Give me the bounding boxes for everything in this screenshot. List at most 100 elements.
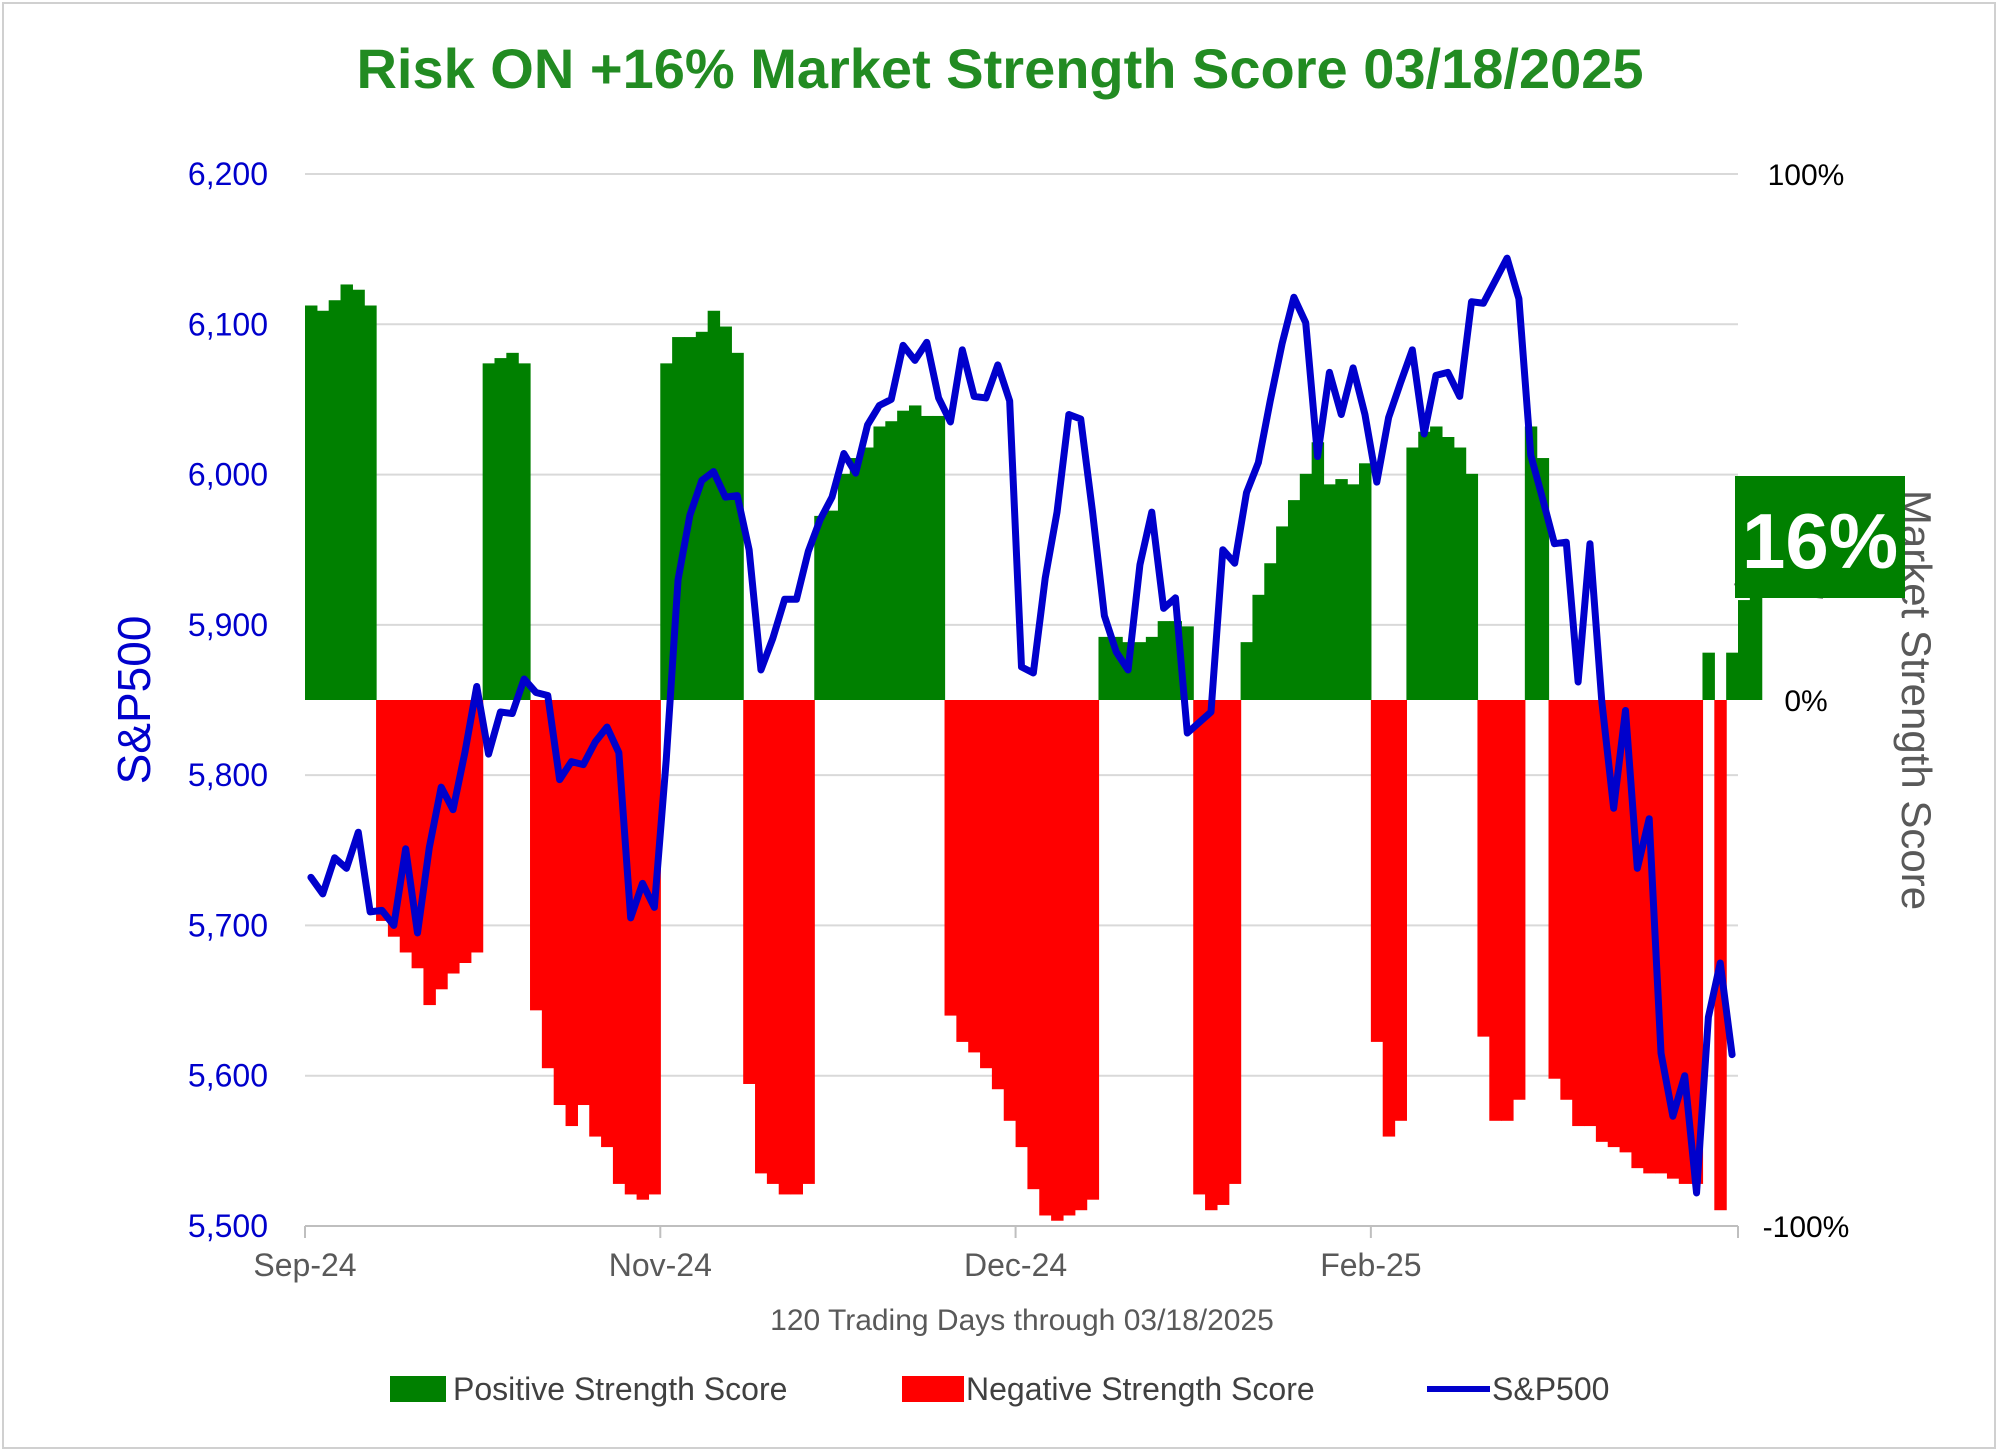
x-axis-tick-label: Sep-24 bbox=[253, 1247, 356, 1283]
left-axis-tick-label: 5,700 bbox=[188, 907, 268, 943]
positive-strength-bar bbox=[1441, 437, 1455, 700]
positive-strength-bar bbox=[1157, 621, 1171, 700]
positive-strength-bar bbox=[861, 447, 875, 700]
positive-strength-bar bbox=[1702, 652, 1715, 700]
positive-strength-bar bbox=[1347, 484, 1360, 700]
negative-strength-bar bbox=[944, 700, 957, 1016]
positive-strength-bar bbox=[1749, 584, 1763, 700]
left-axis-tick-label: 6,000 bbox=[188, 457, 268, 493]
negative-strength-bar bbox=[956, 700, 969, 1042]
negative-strength-bar bbox=[1205, 700, 1218, 1211]
x-axis-tick-label: Feb-25 bbox=[1320, 1247, 1421, 1283]
negative-strength-bar bbox=[1619, 700, 1633, 1153]
negative-strength-bar bbox=[790, 700, 803, 1195]
positive-strength-bar bbox=[1406, 447, 1419, 700]
negative-strength-bar bbox=[1027, 700, 1040, 1190]
negative-strength-bar bbox=[589, 700, 602, 1137]
positive-strength-bar bbox=[1726, 652, 1739, 700]
negative-strength-bar bbox=[376, 700, 389, 921]
negative-strength-bar bbox=[601, 700, 614, 1148]
positive-strength-bar bbox=[826, 510, 839, 700]
negative-strength-bar bbox=[1584, 700, 1597, 1127]
negative-strength-bar bbox=[1370, 700, 1384, 1042]
positive-strength-bar bbox=[1145, 636, 1159, 700]
positive-strength-bar bbox=[518, 363, 531, 700]
positive-strength-bar bbox=[1134, 642, 1147, 700]
negative-strength-bar bbox=[755, 700, 768, 1174]
positive-strength-bar bbox=[1524, 426, 1538, 700]
positive-strength-bar bbox=[885, 421, 898, 700]
callout-box bbox=[1735, 476, 1905, 598]
negative-strength-bar bbox=[1714, 700, 1727, 1211]
x-axis-tick-label: Dec-24 bbox=[964, 1247, 1067, 1283]
right-axis-tick-label: 0% bbox=[1784, 685, 1827, 718]
negative-strength-bar bbox=[648, 700, 661, 1195]
negative-strength-bar bbox=[1607, 700, 1621, 1148]
positive-strength-bar bbox=[908, 405, 922, 700]
positive-strength-bar bbox=[731, 352, 744, 700]
right-axis-tick-label: 100% bbox=[1768, 159, 1845, 192]
negative-strength-bar bbox=[980, 700, 993, 1069]
positive-strength-bar bbox=[719, 326, 732, 700]
positive-strength-bar bbox=[660, 363, 673, 700]
negative-strength-bar bbox=[636, 700, 650, 1200]
positive-strength-bar bbox=[1287, 500, 1301, 700]
negative-strength-bar bbox=[766, 700, 780, 1184]
negative-strength-bar bbox=[991, 700, 1005, 1090]
right-axis-tick-label: -100% bbox=[1763, 1211, 1850, 1244]
negative-strength-bar bbox=[1015, 700, 1029, 1148]
positive-strength-bar bbox=[932, 415, 946, 700]
negative-strength-bar bbox=[802, 700, 815, 1184]
negative-strength-bar bbox=[1666, 700, 1680, 1179]
negative-strength-bar bbox=[1074, 700, 1088, 1211]
x-axis-tick-label: Nov-24 bbox=[609, 1247, 712, 1283]
positive-strength-bar bbox=[873, 426, 886, 700]
positive-strength-bar bbox=[695, 331, 709, 700]
positive-strength-bar bbox=[494, 358, 507, 700]
left-axis-label: S&P500 bbox=[108, 616, 160, 785]
negative-strength-bar bbox=[1216, 700, 1230, 1205]
positive-strength-bar bbox=[364, 305, 377, 700]
negative-strength-bar bbox=[1003, 700, 1017, 1121]
positive-strength-bar bbox=[920, 415, 934, 700]
negative-strength-bar bbox=[1382, 700, 1396, 1137]
right-axis-ticks: 100% 0% -100% bbox=[1763, 159, 1850, 1244]
positive-strength-bar bbox=[814, 515, 827, 700]
left-axis-tick-label: 6,100 bbox=[188, 306, 268, 342]
negative-strength-bar bbox=[530, 700, 543, 1011]
positive-strength-bar bbox=[1311, 442, 1325, 700]
positive-strength-bar bbox=[707, 310, 721, 700]
negative-strength-bar bbox=[1572, 700, 1585, 1127]
negative-strength-bar bbox=[1595, 700, 1609, 1142]
positive-strength-bar bbox=[328, 300, 342, 700]
negative-strength-bar bbox=[565, 700, 578, 1127]
positive-strength-bar bbox=[1252, 594, 1265, 700]
left-axis-tick-label: 5,500 bbox=[188, 1208, 268, 1244]
positive-strength-bar bbox=[837, 473, 851, 700]
score-callout: 16% bbox=[1733, 476, 1905, 599]
positive-strength-bar bbox=[305, 305, 318, 700]
positive-strength-bar bbox=[506, 352, 519, 700]
positive-strength-bar bbox=[1098, 636, 1111, 700]
sp500-line-layer bbox=[307, 254, 1736, 1197]
negative-strength-bar bbox=[1678, 700, 1692, 1184]
positive-strength-bar bbox=[316, 310, 330, 700]
positive-strength-bar bbox=[1418, 431, 1431, 700]
left-axis-tick-label: 5,800 bbox=[188, 757, 268, 793]
negative-strength-bar bbox=[577, 700, 590, 1106]
positive-strength-bar bbox=[1323, 484, 1336, 700]
negative-strength-bar bbox=[968, 700, 981, 1053]
legend-label-sp500: S&P500 bbox=[1492, 1371, 1609, 1407]
negative-strength-bar bbox=[470, 700, 484, 953]
positive-strength-bar bbox=[1276, 526, 1289, 700]
negative-strength-bar bbox=[1228, 700, 1242, 1184]
negative-strength-bar bbox=[1501, 700, 1514, 1121]
negative-strength-bar bbox=[743, 700, 756, 1084]
negative-strength-bar bbox=[387, 700, 401, 937]
negative-strength-bar bbox=[447, 700, 460, 974]
positive-strength-bar bbox=[1335, 479, 1348, 700]
strength-bars bbox=[305, 284, 1763, 1221]
positive-strength-bar bbox=[1264, 563, 1277, 700]
x-axis-ticks: Sep-24 Nov-24 Dec-24 Feb-25 bbox=[253, 1226, 1739, 1283]
